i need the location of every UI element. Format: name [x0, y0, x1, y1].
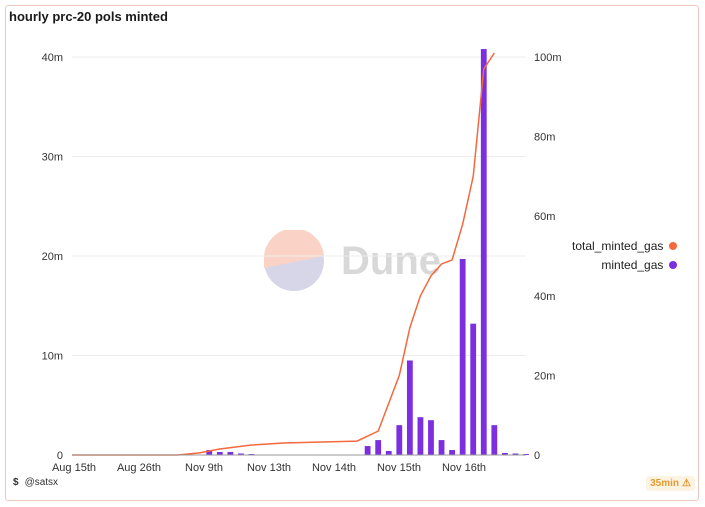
- x-tick-label: Nov 16th: [442, 462, 486, 474]
- legend-dot-total-minted-gas: [669, 241, 678, 250]
- watermark-text: Dune: [341, 238, 441, 283]
- legend-label-minted-gas: minted_gas: [601, 257, 664, 272]
- bar: [438, 440, 445, 455]
- y-left-tick-label: 0: [57, 450, 63, 462]
- dollar-icon: $: [13, 477, 19, 488]
- bar: [396, 425, 403, 455]
- legend-item-total-minted-gas[interactable]: total_minted_gas: [572, 236, 678, 255]
- bar: [227, 452, 234, 455]
- bar: [238, 453, 244, 455]
- series-line-total-minted-gas: [72, 52, 495, 456]
- bar: [385, 451, 392, 455]
- dune-logo-icon: [263, 230, 324, 291]
- author-handle[interactable]: @satsx: [24, 477, 59, 488]
- y-right-tick-label: 40m: [534, 291, 555, 303]
- x-tick-label: Nov 13th: [247, 462, 291, 474]
- footer-author: $ @satsx: [13, 477, 58, 488]
- bar: [491, 425, 498, 455]
- bar: [459, 258, 466, 455]
- y-right-tick-label: 0: [534, 450, 540, 462]
- dune-watermark: Dune: [263, 230, 441, 292]
- bar: [375, 440, 382, 455]
- bar: [501, 453, 508, 455]
- y-left-tick-label: 10m: [42, 351, 63, 363]
- legend-label-total-minted-gas: total_minted_gas: [572, 238, 664, 253]
- legend: total_minted_gas minted_gas: [572, 236, 678, 274]
- bar: [480, 49, 487, 455]
- refresh-badge[interactable]: 35min ⚠: [646, 476, 695, 491]
- bar: [417, 417, 424, 455]
- y-left-tick-label: 30m: [42, 152, 63, 164]
- bar: [512, 453, 519, 455]
- bar: [364, 446, 371, 455]
- legend-item-minted-gas[interactable]: minted_gas: [572, 255, 678, 274]
- bar: [216, 452, 223, 455]
- bar: [470, 323, 477, 455]
- x-tick-label: Aug 15th: [52, 462, 96, 474]
- bar: [449, 450, 455, 455]
- chart-title: hourly prc-20 pols minted: [9, 9, 168, 24]
- y-right-tick-label: 80m: [534, 132, 555, 144]
- y-right-tick-label: 20m: [534, 370, 555, 382]
- x-tick-label: Nov 9th: [185, 462, 223, 474]
- bar: [406, 360, 413, 455]
- y-right-tick-label: 100m: [534, 52, 562, 64]
- bar: [428, 420, 434, 455]
- chart-card: [5, 5, 699, 501]
- x-tick-label: Nov 14th: [312, 462, 356, 474]
- x-tick-label: Nov 15th: [377, 462, 421, 474]
- warning-icon: ⚠: [682, 478, 691, 489]
- legend-dot-minted-gas: [669, 260, 678, 269]
- bar: [206, 450, 213, 455]
- y-left-tick-label: 20m: [42, 251, 63, 263]
- y-right-tick-label: 60m: [534, 211, 555, 223]
- y-left-tick-label: 40m: [42, 52, 63, 64]
- refresh-time: 35min: [650, 478, 680, 489]
- x-tick-label: Aug 26th: [117, 462, 161, 474]
